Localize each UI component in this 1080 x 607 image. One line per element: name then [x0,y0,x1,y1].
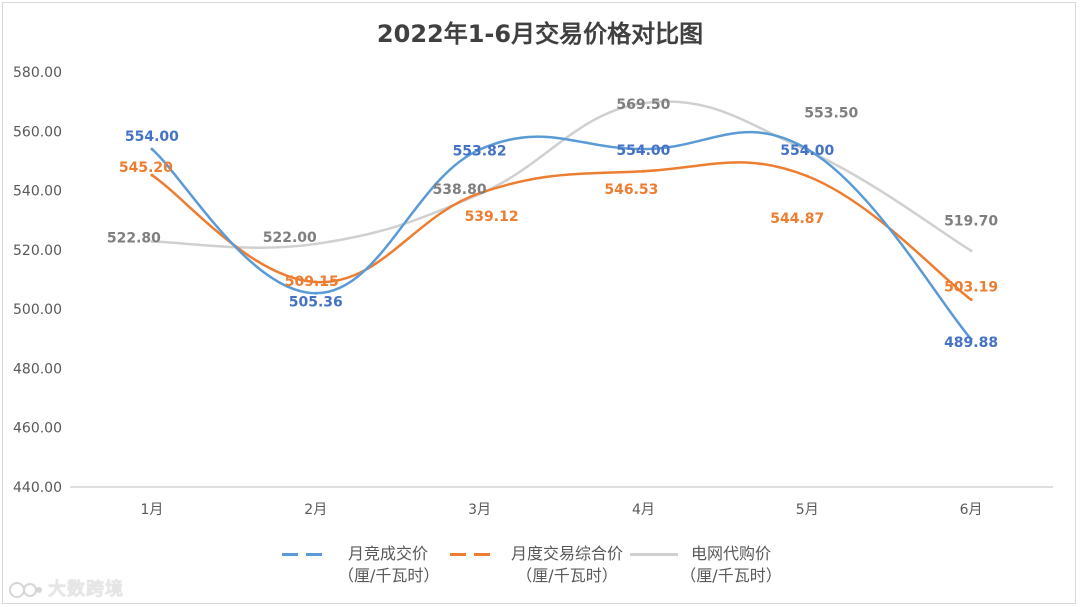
chart-legend: 月竞成交价 （厘/千瓦时） 月度交易综合价 （厘/千瓦时） 电网代购价 （厘/千… [0,543,1080,593]
series-2-data-label: 539.12 [465,209,519,225]
x-tick-label: 3月 [468,502,491,518]
series-3-data-label: 553.50 [804,106,858,122]
series-3-point [314,242,318,246]
series-1-data-label: 505.36 [289,294,343,310]
legend-unit-series-2: （厘/千瓦时） [516,566,618,585]
series-1-data-label: 554.00 [616,143,670,159]
watermark-text: 大数跨境 [48,579,124,600]
x-tick-label: 2月 [304,502,327,518]
series-2-point [314,280,318,284]
series-3-data-label: 519.70 [944,214,998,230]
series-1-point [314,291,318,295]
legend-label-series-3: 电网代购价 [690,544,771,563]
series-1-data-label: 554.00 [125,129,179,145]
x-tick-label: 4月 [632,502,655,518]
series-2-data-label: 545.20 [119,160,173,176]
y-tick-label: 480.00 [13,361,62,377]
legend-label-series-1: 月竞成交价 [347,544,428,563]
x-tick-label: 6月 [960,502,983,518]
y-tick-label: 520.00 [13,243,62,259]
series-line-1 [150,130,973,341]
series-line-2 [150,161,973,301]
x-tick-label: 1月 [140,502,163,518]
series-1-data-label: 489.88 [944,335,998,351]
series-3-point [150,240,154,244]
series-2-point [478,191,482,195]
series-1-point [641,147,645,151]
legend-unit-series-3: （厘/千瓦时） [680,566,782,585]
series-3-point [641,101,645,105]
series-1-data-label: 554.00 [780,143,834,159]
legend-unit-series-1: （厘/千瓦时） [338,566,440,585]
series-1-data-label: 553.82 [453,144,507,160]
legend-swatch-series-2 [450,553,498,556]
legend-swatch-series-1 [282,553,330,556]
series-3-data-label: 522.00 [263,230,317,246]
y-tick-label: 440.00 [13,480,62,496]
series-1-point [150,147,154,151]
y-tick-label: 460.00 [13,421,62,437]
series-2-point [150,173,154,177]
series-2-point [969,298,973,302]
series-2-point [805,174,809,178]
watermark-logo-icon [9,582,42,598]
y-tick-label: 580.00 [13,65,62,81]
series-2-data-label: 546.53 [604,182,658,198]
series-line-3 [150,100,973,252]
series-3-data-label: 569.50 [616,97,670,113]
y-tick-label: 560.00 [13,124,62,140]
y-tick-label: 540.00 [13,184,62,200]
series-2-point [641,169,645,173]
series-2-data-label: 503.19 [944,280,998,296]
series-3-point [969,249,973,253]
series-3-data-label: 538.80 [433,182,487,198]
y-tick-label: 500.00 [13,302,62,318]
legend-label-series-2: 月度交易综合价 [510,544,623,563]
legend-swatch-series-3 [630,553,678,556]
series-1-point [969,337,973,341]
series-1-point [805,147,809,151]
chart-title: 2022年1-6月交易价格对比图 [376,20,704,48]
series-2-data-label: 544.87 [770,211,824,227]
series-1-point [478,148,482,152]
x-tick-label: 5月 [796,502,819,518]
watermark: 大数跨境 [8,575,124,601]
series-2-data-label: 509.15 [285,274,339,290]
series-3-data-label: 522.80 [107,231,161,247]
